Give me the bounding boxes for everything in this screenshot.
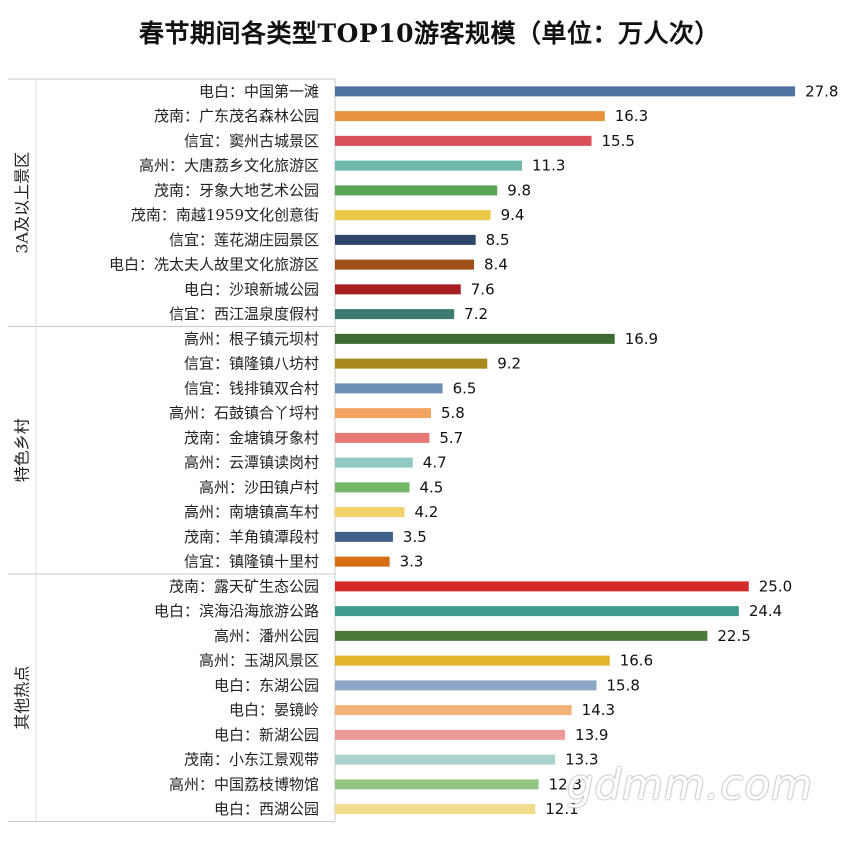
bar[interactable]	[335, 333, 615, 344]
data-label: 4.2	[415, 503, 439, 521]
data-label: 3.3	[400, 553, 424, 571]
bar[interactable]	[335, 284, 461, 295]
bar[interactable]	[335, 135, 592, 146]
category-label: 高州：玉湖风景区	[199, 652, 319, 670]
data-label: 6.5	[453, 379, 477, 397]
data-label: 4.5	[419, 478, 443, 496]
category-label: 电白：东湖公园	[214, 676, 319, 694]
data-label: 9.2	[497, 355, 521, 373]
bar[interactable]	[335, 482, 410, 493]
category-label: 高州：中国荔枝博物馆	[169, 775, 319, 793]
category-label: 信宜：西江温泉度假村	[169, 305, 319, 323]
bar[interactable]	[335, 185, 498, 196]
bar[interactable]	[335, 408, 431, 419]
category-label: 电白：晏镜岭	[229, 701, 319, 719]
data-label: 25.0	[759, 577, 792, 595]
category-label: 茂南：牙象大地艺术公园	[154, 181, 319, 199]
group-label: 3A及以上景区	[13, 152, 32, 254]
data-label: 5.7	[439, 429, 463, 447]
bar[interactable]	[335, 507, 405, 518]
bar[interactable]	[335, 383, 443, 394]
bar[interactable]	[335, 754, 556, 765]
data-label: 3.5	[403, 528, 427, 546]
category-label: 信宜：镇隆镇八坊村	[184, 355, 319, 373]
data-label: 8.5	[486, 231, 510, 249]
bar[interactable]	[335, 531, 393, 542]
data-label: 9.4	[501, 206, 525, 224]
bar[interactable]	[335, 457, 413, 468]
data-label: 11.3	[532, 157, 565, 175]
data-label: 8.4	[484, 256, 508, 274]
data-label: 24.4	[749, 602, 782, 620]
category-label: 信宜：镇隆镇十里村	[184, 553, 319, 571]
data-label: 22.5	[717, 627, 750, 645]
category-label: 电白：中国第一滩	[199, 82, 319, 100]
bar[interactable]	[335, 729, 566, 740]
bar[interactable]	[335, 309, 455, 320]
bar[interactable]	[335, 581, 749, 592]
category-label: 茂南：金塘镇牙象村	[184, 429, 319, 447]
data-label: 14.3	[582, 701, 615, 719]
category-label: 电白：滨海沿海旅游公路	[154, 602, 319, 620]
data-label: 9.8	[507, 181, 531, 199]
data-label: 5.8	[441, 404, 465, 422]
bar[interactable]	[335, 630, 708, 641]
bar[interactable]	[335, 606, 739, 617]
bar[interactable]	[335, 210, 491, 221]
category-label: 高州：石鼓镇合丫埒村	[169, 404, 319, 422]
group-label: 特色乡村	[13, 418, 32, 482]
category-label: 高州：根子镇元坝村	[184, 330, 319, 348]
category-label: 高州：大唐荔乡文化旅游区	[139, 157, 319, 175]
chart-title: 春节期间各类型TOP10游客规模（单位：万人次）	[139, 19, 720, 48]
category-label: 电白：西湖公园	[214, 800, 319, 818]
category-label: 信宜：钱排镇双合村	[184, 379, 319, 397]
bar[interactable]	[335, 86, 796, 97]
bar[interactable]	[335, 259, 475, 270]
data-label: 12.1	[545, 800, 578, 818]
category-label: 茂南：广东茂名森林公园	[154, 107, 319, 125]
category-label: 信宜：窦州古城景区	[184, 132, 319, 150]
bar[interactable]	[335, 779, 539, 790]
bar[interactable]	[335, 111, 605, 122]
data-label: 15.5	[602, 132, 635, 150]
bar[interactable]	[335, 804, 536, 815]
category-label: 高州：云潭镇读岗村	[184, 454, 319, 472]
bar[interactable]	[335, 234, 476, 245]
category-label: 电白：新湖公园	[214, 726, 319, 744]
data-label: 27.8	[805, 82, 838, 100]
bar[interactable]	[335, 160, 523, 171]
data-label: 7.6	[471, 280, 495, 298]
category-label: 茂南：露天矿生态公园	[169, 577, 319, 595]
data-label: 12.3	[549, 775, 582, 793]
data-label: 7.2	[464, 305, 488, 323]
data-label: 4.7	[423, 454, 447, 472]
bar[interactable]	[335, 705, 572, 716]
category-label: 信宜：莲花湖庄园景区	[169, 231, 319, 249]
category-label: 茂南：南越1959文化创意街	[131, 206, 319, 224]
category-label: 电白：沙琅新城公园	[184, 280, 319, 298]
data-label: 16.6	[620, 652, 653, 670]
category-label: 电白：冼太夫人故里文化旅游区	[109, 256, 319, 274]
bar[interactable]	[335, 358, 488, 369]
category-label: 茂南：小东江景观带	[184, 751, 319, 769]
data-label: 16.9	[625, 330, 658, 348]
category-label: 高州：沙田镇卢村	[199, 478, 319, 496]
group-label: 其他热点	[13, 666, 32, 730]
bar[interactable]	[335, 432, 430, 443]
bar[interactable]	[335, 680, 597, 691]
category-label: 茂南：羊角镇潭段村	[184, 528, 319, 546]
data-label: 13.3	[565, 751, 598, 769]
bar[interactable]	[335, 655, 610, 666]
category-label: 高州：潘州公园	[214, 627, 319, 645]
category-label: 高州：南塘镇高车村	[184, 503, 319, 521]
data-label: 16.3	[615, 107, 648, 125]
bar[interactable]	[335, 556, 390, 567]
data-label: 13.9	[575, 726, 608, 744]
data-label: 15.8	[606, 676, 639, 694]
watermark: gdmm.com	[566, 760, 813, 809]
